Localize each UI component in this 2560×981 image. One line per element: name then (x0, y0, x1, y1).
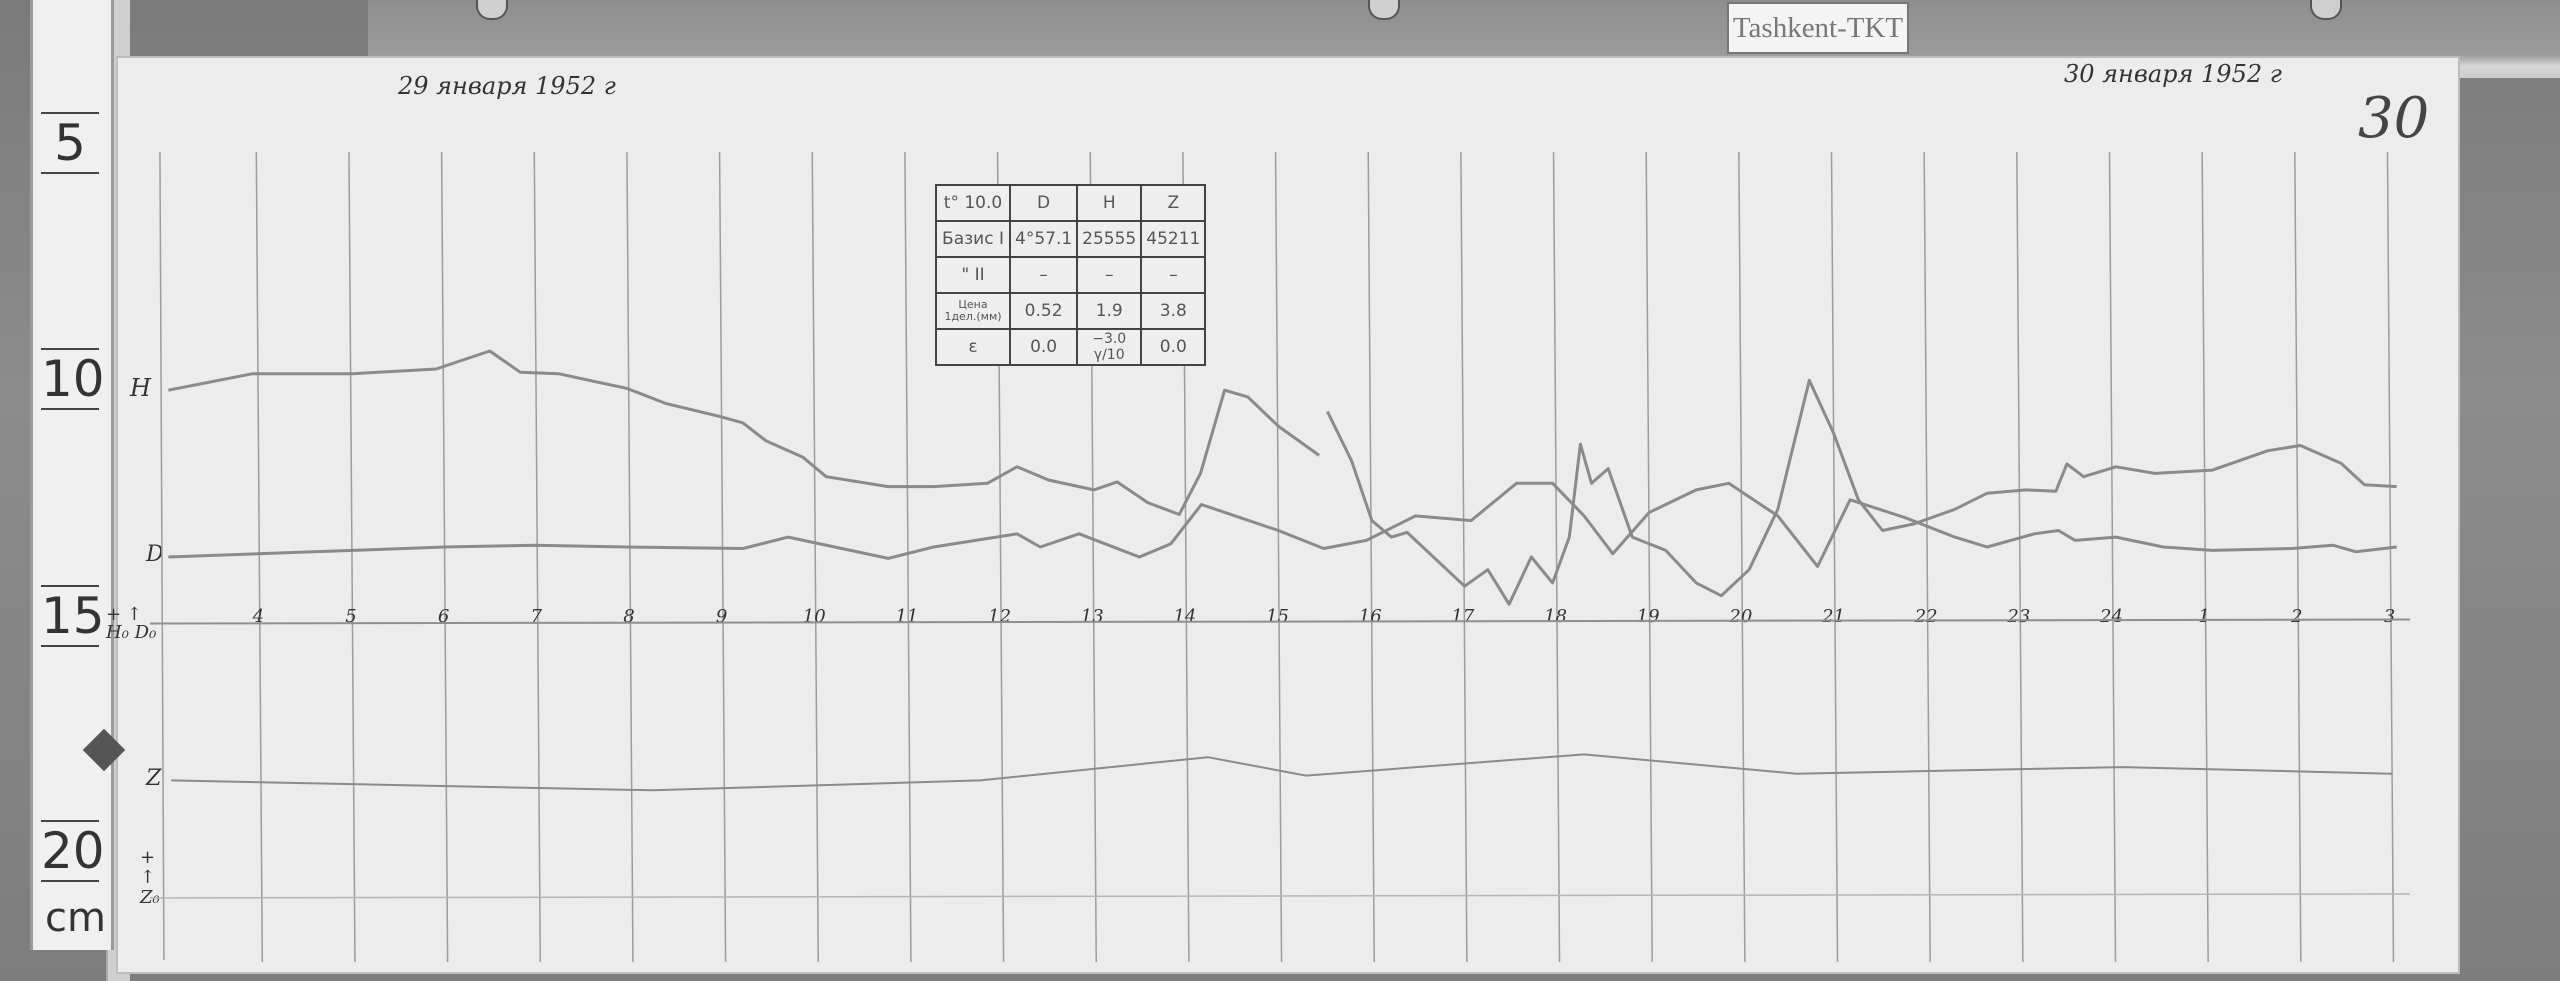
table-cell: 3.8 (1140, 292, 1207, 330)
grid-line (904, 151, 912, 963)
label-d: D (146, 542, 164, 567)
grid-line (1645, 151, 1653, 963)
table-cell: " II (935, 256, 1011, 294)
table-row: " II – – – (935, 256, 1207, 294)
table-cell: 45211 (1140, 220, 1207, 258)
table-cell: – (1076, 256, 1143, 294)
table-cell: H (1076, 184, 1143, 222)
x-tick-label: 3 (2384, 606, 2395, 627)
grid-line (255, 151, 264, 963)
ruler-mark: 20 (41, 820, 105, 882)
x-tick-label: 11 (895, 606, 918, 627)
x-tick-label: 4 (252, 606, 264, 627)
x-tick-label: 21 (1821, 606, 1845, 627)
baseline-z0 (149, 893, 2411, 899)
label-baseline-hd: + ↑ H₀ D₀ (106, 604, 157, 643)
label-h: H (130, 374, 151, 402)
grid-line (1460, 151, 1468, 963)
baseline-h0-d0 (149, 618, 2411, 625)
start-date: 29 января 1952 г (398, 72, 616, 100)
x-tick-label: 13 (1081, 606, 1104, 627)
ruler-mark: 15 (41, 585, 105, 647)
ruler-mark: 5 (41, 112, 99, 174)
grid-line (1738, 151, 1746, 963)
grid-line (1274, 151, 1283, 963)
grid-line (2201, 151, 2209, 963)
table-cell: – (1140, 256, 1207, 294)
station-label: Tashkent-TKT (1727, 2, 1909, 54)
table-row: ε 0.0 −3.0 γ/10 0.0 (935, 328, 1207, 366)
x-tick-label: 6 (438, 606, 449, 627)
series-h-trace (1326, 378, 2397, 606)
grid-line (1552, 151, 1561, 963)
series-h-trace (168, 349, 1320, 516)
x-tick-label: 12 (988, 606, 1011, 627)
x-tick-label: 14 (1173, 606, 1196, 627)
x-tick-label: 9 (716, 606, 727, 627)
screw-icon (476, 0, 508, 20)
series-d-trace (168, 481, 2397, 568)
x-tick-label: 20 (1728, 606, 1752, 627)
x-tick-label: 19 (1637, 606, 1660, 627)
label-baseline-z: + ↑ Z₀ (140, 847, 160, 908)
label-z: Z (146, 766, 162, 791)
info-table-header: t° 10.0 D H Z (935, 184, 1207, 222)
ruler-unit: cm (45, 895, 106, 941)
grid-line (533, 151, 542, 963)
grid-line (626, 151, 634, 963)
grid-line (1923, 151, 1931, 963)
table-row: Цена 1дел.(мм) 0.52 1.9 3.8 (935, 292, 1207, 330)
x-tick-label: 1 (2198, 606, 2209, 627)
table-cell: ε (935, 328, 1011, 366)
table-cell: 25555 (1076, 220, 1143, 258)
table-row: Базис I 4°57.1 25555 45211 (935, 220, 1207, 258)
x-tick-label: 10 (803, 606, 826, 627)
x-tick-label: 2 (2290, 606, 2302, 627)
ruler-mark: 10 (41, 348, 105, 410)
table-cell: D (1008, 184, 1079, 222)
table-cell: Z (1140, 184, 1207, 222)
table-cell: 0.52 (1008, 292, 1079, 330)
table-cell: 1.9 (1076, 292, 1143, 330)
table-cell: 0.0 (1140, 328, 1207, 366)
magnetogram-paper (118, 58, 2458, 972)
grid-line (2294, 151, 2302, 963)
ruler: 5 10 15 20 cm (30, 0, 126, 950)
table-cell: – (1008, 256, 1079, 294)
grid-line (1367, 151, 1375, 963)
x-tick-label: 16 (1359, 606, 1382, 627)
x-tick-label: 7 (531, 606, 543, 627)
grid-line (2386, 151, 2395, 963)
table-cell: 0.0 (1008, 328, 1079, 366)
grid-line (348, 151, 356, 963)
grid-line (2016, 151, 2024, 963)
grid-line (811, 151, 820, 963)
end-date: 30 января 1952 г (2064, 60, 2282, 88)
sheet-number: 30 (2358, 86, 2430, 151)
grid-line (440, 151, 449, 963)
screw-icon (2310, 0, 2342, 20)
x-tick-label: 5 (345, 606, 356, 627)
grid-line (2108, 151, 2117, 963)
table-cell: 4°57.1 (1008, 220, 1079, 258)
x-tick-label: 18 (1544, 606, 1567, 627)
screw-icon (1368, 0, 1400, 20)
info-table: t° 10.0 D H Z Базис I 4°57.1 25555 45211… (935, 184, 1207, 366)
table-cell: Базис I (935, 220, 1011, 258)
x-tick-label: 17 (1451, 606, 1474, 627)
table-cell: Цена 1дел.(мм) (935, 292, 1011, 330)
x-tick-label: 22 (1914, 606, 1938, 627)
grid-line (159, 151, 165, 961)
x-tick-label: 24 (2099, 606, 2123, 627)
grid-line (718, 151, 727, 963)
table-cell: −3.0 γ/10 (1076, 328, 1143, 366)
x-tick-label: 8 (623, 606, 634, 627)
x-tick-label: 15 (1266, 606, 1289, 627)
x-tick-label: 23 (2006, 606, 2030, 627)
grid-line (1830, 151, 1839, 963)
series-z-trace (171, 753, 2393, 792)
table-cell: t° 10.0 (935, 184, 1011, 222)
